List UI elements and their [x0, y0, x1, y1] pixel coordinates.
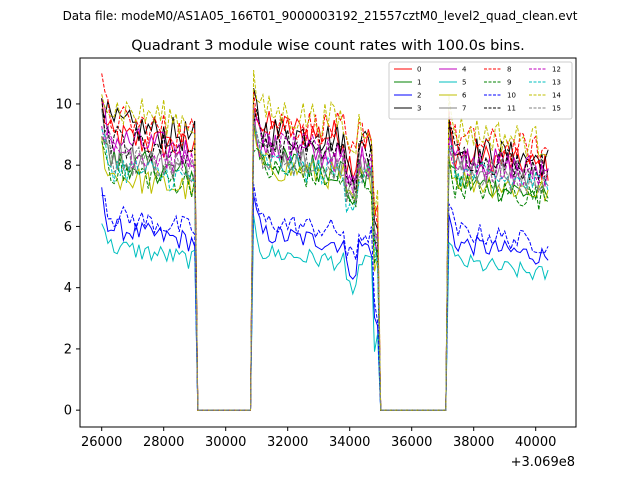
x-tick-label: 26000 [81, 435, 122, 450]
series-line-8 [101, 73, 549, 411]
series-line-7 [101, 108, 549, 411]
y-tick-label: 2 [64, 342, 72, 357]
legend-label-4: 4 [462, 66, 467, 74]
x-axis: 26000 28000 30000 32000 34000 36000 38000 40000 [81, 427, 556, 450]
series-line-6 [101, 127, 549, 411]
legend-label-7: 7 [462, 105, 466, 113]
series-line-10 [101, 184, 549, 411]
x-tick-label: 28000 [143, 435, 184, 450]
y-axis: 0 2 4 6 8 10 [55, 97, 80, 419]
legend-label-11: 11 [507, 105, 516, 113]
legend-box [388, 61, 573, 120]
chart-title: Quadrant 3 module wise count rates with … [131, 38, 525, 54]
x-tick-label: 32000 [267, 435, 308, 450]
legend-label-2: 2 [417, 92, 421, 100]
legend-label-10: 10 [507, 92, 516, 100]
legend-label-5: 5 [462, 79, 466, 87]
y-tick-label: 4 [64, 281, 72, 296]
legend-label-3: 3 [417, 105, 421, 113]
plot-lines [101, 69, 549, 411]
chart-suptitle: Data file: modeM0/AS1A05_166T01_90000031… [63, 9, 578, 23]
legend-label-13: 13 [552, 79, 561, 87]
series-line-13 [101, 128, 549, 411]
series-line-14 [101, 69, 549, 411]
legend-label-14: 14 [552, 92, 561, 100]
legend-label-8: 8 [507, 66, 511, 74]
y-tick-label: 10 [55, 97, 72, 112]
y-tick-label: 0 [64, 404, 72, 419]
y-tick-label: 8 [64, 159, 72, 174]
x-tick-label: 38000 [453, 435, 494, 450]
x-tick-label: 40000 [515, 435, 556, 450]
x-offset-label: +3.069e8 [511, 455, 575, 470]
legend-label-0: 0 [417, 66, 421, 74]
series-line-3 [101, 87, 549, 411]
series-line-2 [101, 187, 549, 411]
legend-label-1: 1 [417, 79, 421, 87]
series-line-12 [101, 115, 549, 411]
series-line-5 [101, 215, 549, 411]
legend-label-6: 6 [462, 92, 467, 100]
series-line-15 [101, 120, 549, 411]
x-tick-label: 36000 [391, 435, 432, 450]
x-tick-label: 30000 [205, 435, 246, 450]
series-line-1 [101, 123, 549, 411]
legend-label-9: 9 [507, 79, 511, 87]
x-tick-label: 34000 [329, 435, 370, 450]
legend-label-12: 12 [552, 66, 561, 74]
y-tick-label: 6 [64, 220, 72, 235]
legend-label-15: 15 [552, 105, 561, 113]
plot-frame [79, 57, 577, 428]
